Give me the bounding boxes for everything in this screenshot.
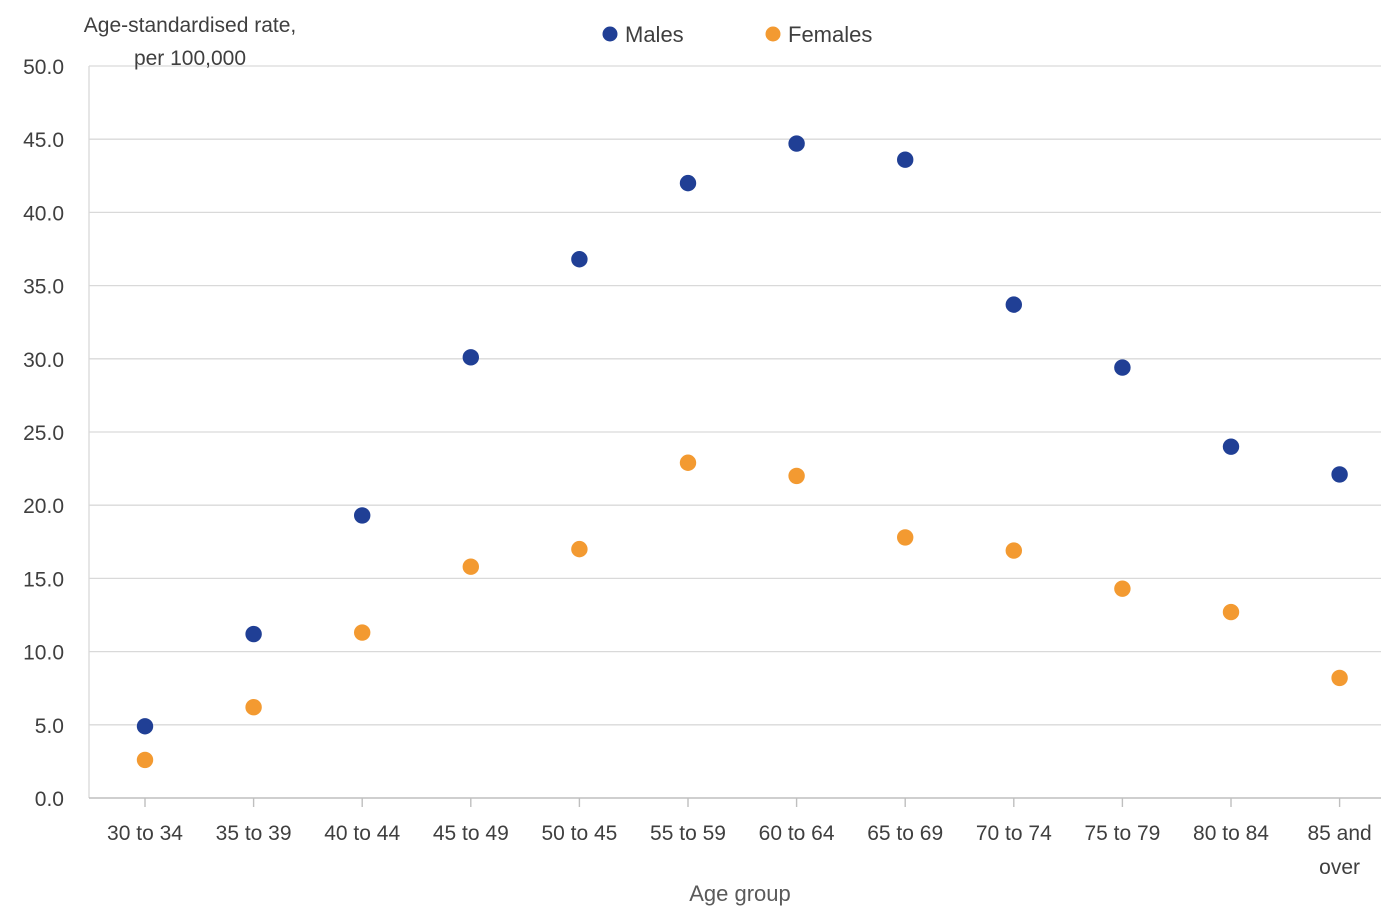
y-axis-title-line-1: Age-standardised rate, [84, 14, 296, 37]
data-point-females [1005, 542, 1022, 559]
data-point-males [897, 151, 914, 168]
x-tick-label: 80 to 84 [1193, 822, 1269, 845]
data-point-males [571, 251, 588, 268]
y-tick-label: 35.0 [23, 276, 64, 299]
data-point-males [1222, 438, 1240, 455]
data-point-males [788, 135, 805, 152]
x-tick-label: 70 to 74 [976, 822, 1052, 845]
data-point-females [354, 624, 371, 641]
legend-swatch-males [602, 26, 618, 42]
data-point-males [1005, 296, 1022, 313]
y-tick-label: 20.0 [23, 495, 64, 518]
gridlines [89, 65, 1381, 726]
data-point-males [462, 349, 479, 366]
data-point-females [897, 529, 914, 546]
x-tick-label: 85 and [1307, 822, 1371, 845]
x-tick-label: 35 to 39 [216, 822, 292, 845]
x-tick-label: 60 to 64 [759, 822, 835, 845]
x-tick-label: 45 to 49 [433, 822, 509, 845]
data-point-females [571, 540, 588, 558]
data-point-females [1114, 580, 1131, 597]
y-tick-label: 10.0 [23, 642, 64, 665]
x-tick-label: 65 to 69 [867, 822, 943, 845]
data-point-males [1331, 466, 1348, 483]
legend: Males Females [602, 22, 872, 47]
y-tick-label: 15.0 [23, 568, 64, 591]
data-point-females [462, 558, 479, 575]
x-tick-label: over [1319, 856, 1360, 879]
data-point-females [136, 751, 154, 769]
x-tick-labels: 30 to 34 35 to 39 40 to 44 45 to 49 50 to 45… [107, 822, 1372, 879]
x-tick-label: 40 to 44 [324, 822, 400, 845]
y-tick-label: 50.0 [23, 56, 64, 79]
y-tick-label: 45.0 [23, 129, 64, 152]
y-tick-label: 0.0 [35, 788, 64, 811]
data-point-females [788, 467, 805, 485]
data-point-females [245, 699, 262, 716]
y-tick-label: 25.0 [23, 422, 64, 445]
legend-swatch-females [765, 26, 781, 42]
data-point-females [1331, 669, 1348, 687]
data-point-males [679, 174, 697, 192]
y-axis-title-line-2: per 100,000 [134, 47, 246, 70]
data-points [136, 135, 1348, 769]
x-tick-label: 30 to 34 [107, 822, 183, 845]
x-tick-label: 55 to 59 [650, 822, 726, 845]
x-tick-label: 50 to 45 [541, 822, 617, 845]
y-tick-label: 30.0 [23, 349, 64, 372]
legend-label-males: Males [625, 22, 684, 47]
x-axis-title: Age group [689, 881, 791, 906]
data-point-males [354, 507, 371, 524]
y-tick-labels: 0.0 5.0 10.0 15.0 20.0 25.0 30.0 35.0 40.0 45.0 50… [23, 56, 64, 811]
y-tick-label: 5.0 [35, 715, 64, 738]
data-point-males [1114, 359, 1131, 376]
y-tick-label: 40.0 [23, 202, 64, 225]
data-point-males [245, 625, 262, 643]
x-tick-label: 75 to 79 [1084, 822, 1160, 845]
axes [88, 66, 1381, 807]
data-point-males [136, 718, 154, 735]
data-point-females [679, 454, 697, 471]
legend-label-females: Females [788, 22, 872, 47]
data-point-females [1222, 603, 1240, 621]
